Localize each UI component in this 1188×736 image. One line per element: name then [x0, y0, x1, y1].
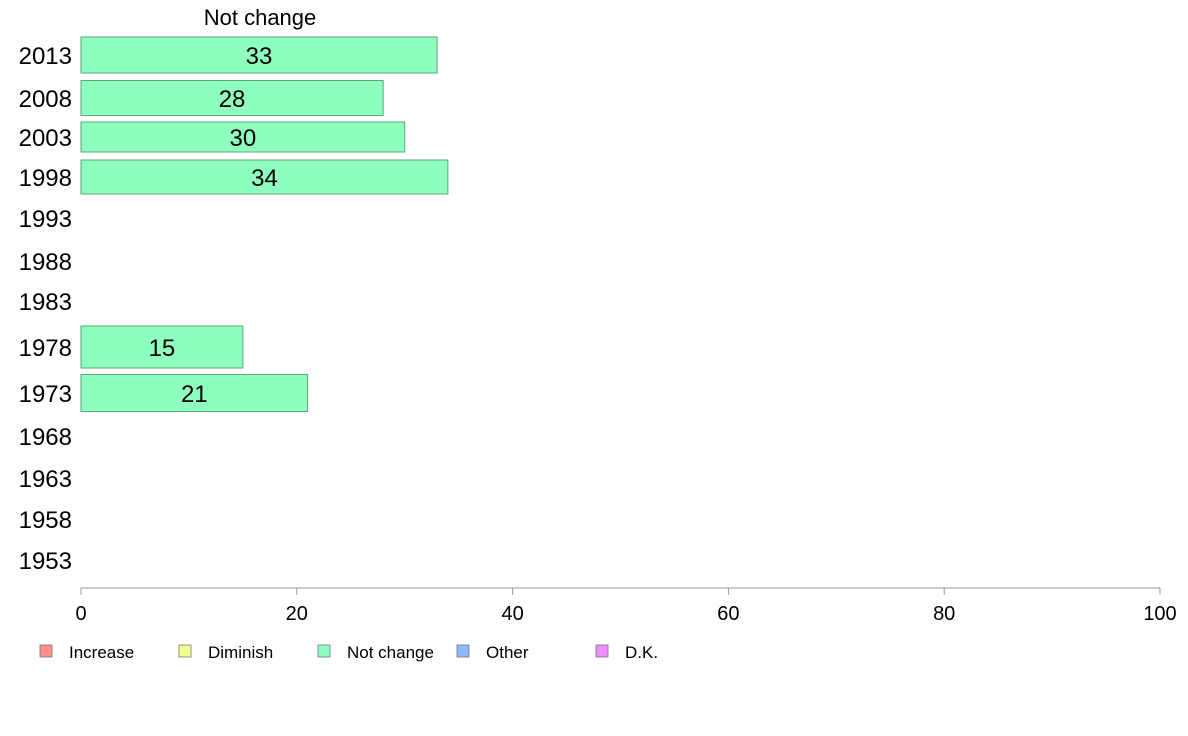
bar-value-label: 34	[251, 165, 278, 192]
legend-swatch	[178, 644, 192, 658]
bar-value-label: 28	[219, 86, 246, 113]
legend-label: Other	[486, 643, 529, 662]
y-tick-label: 2013	[19, 43, 72, 70]
bar	[80, 325, 244, 369]
bar-value-label: 30	[229, 125, 256, 152]
y-tick-label: 2003	[19, 125, 72, 152]
legend-label: Diminish	[208, 643, 273, 662]
x-tick-label: 20	[286, 603, 308, 625]
legend-label: D.K.	[625, 643, 658, 662]
legend: Increase Diminish Not change Other D.K.	[39, 643, 658, 662]
y-tick-label: 1993	[19, 206, 72, 233]
y-tick-label: 1953	[19, 548, 72, 575]
bar	[80, 374, 309, 412]
legend-label: Not change	[347, 643, 434, 662]
x-tick-label: 80	[933, 603, 955, 625]
y-tick-label: 1978	[19, 335, 72, 362]
bar-value-label: 33	[246, 43, 273, 70]
y-axis-labels: 2013 2008 2003 1998 1993 1988 1983 1978 1973 1968…	[19, 43, 72, 575]
panel-title: Not change	[204, 5, 317, 30]
x-tick-label: 40	[501, 603, 523, 625]
y-tick-label: 2008	[19, 86, 72, 113]
y-tick-label: 1983	[19, 289, 72, 316]
bar	[80, 80, 384, 116]
y-tick-label: 1973	[19, 381, 72, 408]
legend-label: Increase	[69, 643, 134, 662]
legend-swatch	[317, 644, 331, 658]
x-tick-label: 60	[717, 603, 739, 625]
bar-value-label: 21	[181, 381, 208, 408]
x-tick-label: 100	[1143, 603, 1176, 625]
x-axis: 0 20 40 60 80 100	[75, 587, 1177, 625]
legend-swatch	[39, 644, 53, 658]
y-tick-label: 1963	[19, 466, 72, 493]
bar	[80, 121, 406, 153]
y-tick-label: 1998	[19, 165, 72, 192]
bar	[80, 36, 438, 74]
legend-swatch	[456, 644, 470, 658]
bar	[80, 159, 449, 195]
y-tick-label: 1958	[19, 507, 72, 534]
bar-value-label: 15	[149, 335, 176, 362]
y-tick-label: 1968	[19, 424, 72, 451]
legend-swatch	[595, 644, 609, 658]
y-tick-label: 1988	[19, 249, 72, 276]
x-tick-label: 0	[75, 603, 86, 625]
